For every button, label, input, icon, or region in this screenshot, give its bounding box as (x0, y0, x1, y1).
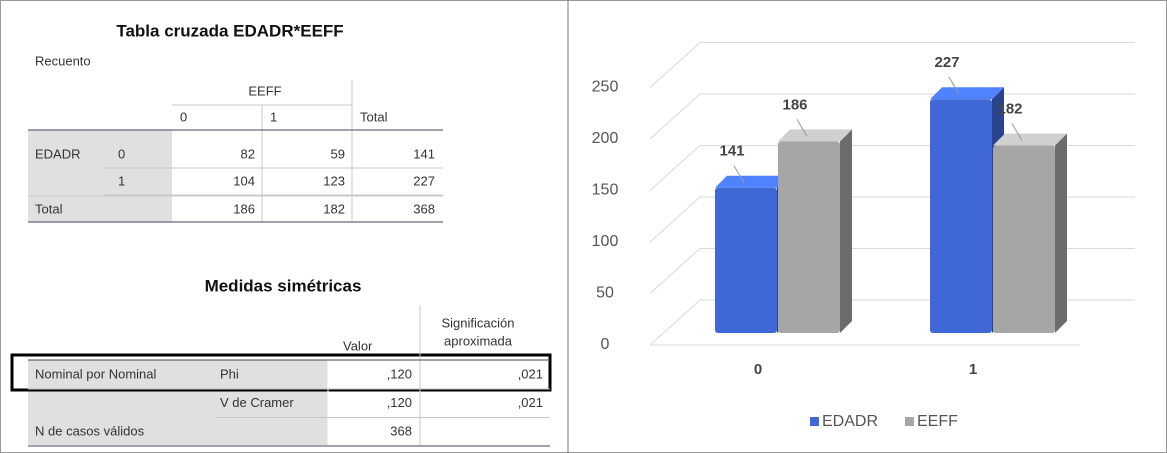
cell: 186 (233, 201, 255, 216)
data-label: 182 (997, 101, 1022, 118)
cell: 82 (241, 146, 255, 161)
legend-label: EEFF (917, 413, 958, 430)
cell: ,120 (387, 395, 412, 410)
y-tick-label: 100 (592, 233, 619, 250)
cell: 368 (390, 423, 412, 438)
label-fill (28, 360, 328, 445)
leader-line (948, 76, 960, 95)
leader-line (733, 165, 745, 184)
table-subtitle: Recuento (35, 53, 91, 68)
bar-top (993, 133, 1067, 146)
column-header: aproximada (444, 333, 513, 348)
row-label: V de Cramer (220, 395, 294, 410)
cell: 227 (413, 173, 435, 188)
bar-top (930, 87, 1004, 100)
bar-side (840, 129, 852, 333)
column-header: 1 (270, 109, 277, 124)
bar (930, 99, 992, 333)
legend-swatch (810, 417, 819, 426)
column-header: Valor (343, 338, 373, 353)
highlight-box (10, 353, 552, 392)
row-group: Nominal por Nominal (35, 366, 156, 381)
row-label: Total (35, 201, 63, 216)
legend-label: EDADR (822, 413, 878, 430)
bar-top (778, 129, 852, 142)
y-tick-label: 150 (592, 182, 619, 199)
x-tick-label: 0 (754, 361, 762, 378)
row-label: 0 (118, 146, 125, 161)
x-tick-label: 1 (969, 361, 977, 378)
data-label: 141 (719, 143, 744, 160)
data-label: 227 (934, 54, 959, 71)
column-group: EEFF (248, 83, 281, 98)
leader-line (1011, 123, 1023, 141)
cell: ,021 (518, 395, 543, 410)
cell: 59 (331, 146, 345, 161)
cell: 141 (413, 146, 435, 161)
column-header: Total (360, 109, 388, 124)
bar (993, 145, 1055, 333)
bar-top (715, 175, 789, 188)
y-tick-label: 200 (592, 130, 619, 147)
row-label: Phi (220, 366, 239, 381)
legend-swatch (905, 417, 914, 426)
bar-side (1055, 133, 1067, 333)
row-variable: EDADR (35, 146, 81, 161)
y-tick-label: 250 (592, 79, 619, 96)
table-title: Tabla cruzada EDADR*EEFF (116, 21, 343, 40)
cell: ,021 (518, 366, 543, 381)
leader-line (796, 119, 808, 137)
bar (715, 187, 777, 333)
cell: 123 (323, 173, 345, 188)
table-title: Medidas simétricas (205, 276, 362, 295)
bar (778, 141, 840, 333)
cell: 368 (413, 201, 435, 216)
label-fill (28, 130, 172, 222)
row-group: N de casos válidos (35, 423, 145, 438)
cell: 104 (233, 173, 255, 188)
data-label: 186 (782, 96, 807, 113)
y-tick-label: 0 (601, 336, 610, 353)
grid-line (649, 42, 1135, 88)
cell: 182 (323, 201, 345, 216)
column-header: Significación (442, 315, 515, 330)
row-label: 1 (118, 173, 125, 188)
column-header: 0 (180, 109, 187, 124)
cell: ,120 (387, 366, 412, 381)
y-tick-label: 50 (596, 285, 614, 302)
